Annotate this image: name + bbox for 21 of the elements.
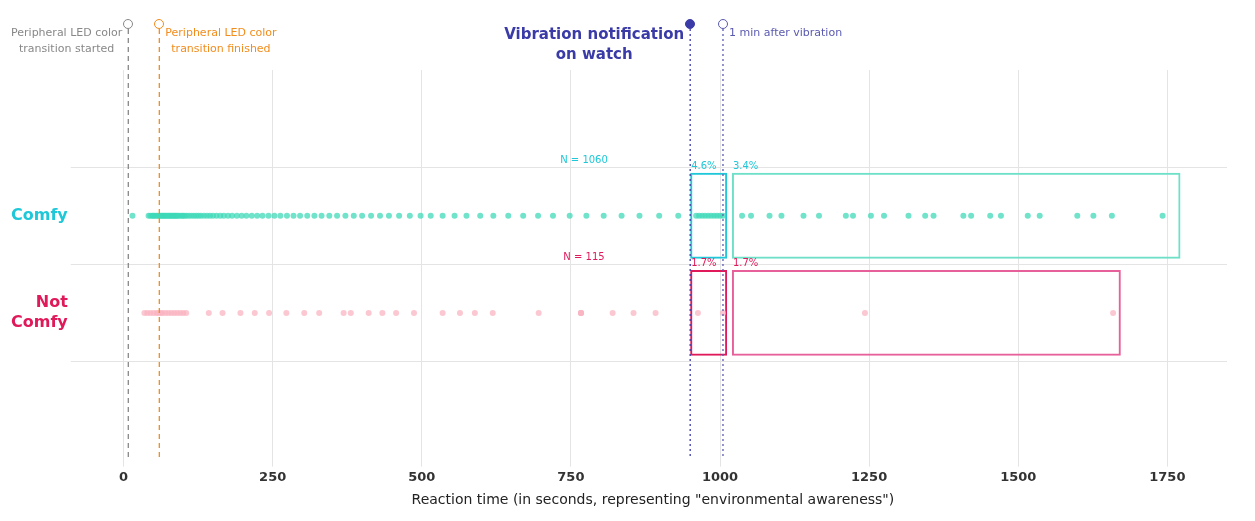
x-tick-label: 1000 bbox=[701, 468, 739, 484]
y-tick-label: Not Comfy bbox=[11, 292, 69, 331]
x-tick-label: 1250 bbox=[851, 468, 888, 484]
ref-line-label: Vibration notification on watch bbox=[504, 25, 685, 64]
x-tick-label: 500 bbox=[408, 468, 436, 484]
annotation: 1.7% bbox=[732, 256, 759, 268]
annotation: 1.7% bbox=[691, 256, 717, 268]
annotation: 4.6% bbox=[691, 159, 717, 171]
annotation: N = 115 bbox=[563, 250, 605, 262]
y-tick-label: Comfy bbox=[11, 204, 69, 224]
x-tick-label: 250 bbox=[259, 468, 287, 484]
ref-line-label: Peripheral LED color transition finished bbox=[165, 26, 278, 56]
x-tick-label: 0 bbox=[119, 468, 129, 484]
annotation: 3.4% bbox=[732, 159, 759, 171]
x-tick-label: 1500 bbox=[1000, 468, 1037, 484]
ref-line-label: Peripheral LED color transition started bbox=[11, 26, 123, 56]
x-tick-label: 1750 bbox=[1149, 468, 1186, 484]
text: N = 1060 bbox=[560, 153, 608, 165]
x-tick-label: 750 bbox=[557, 468, 585, 484]
x-axis-title: Reaction time (in seconds, representing "environmental awareness") bbox=[411, 491, 895, 508]
ref-line-label: 1 min after vibration bbox=[728, 26, 843, 40]
